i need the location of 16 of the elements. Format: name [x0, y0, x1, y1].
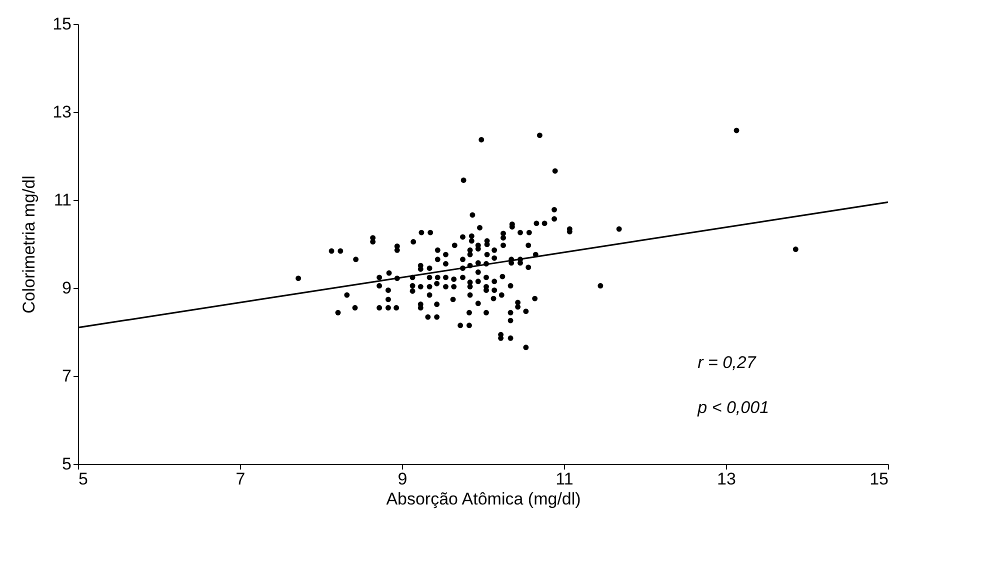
y-tick-label: 7	[62, 366, 72, 386]
x-tick-label: 13	[717, 470, 736, 488]
x-tick-label: 11	[556, 470, 574, 488]
y-tick-label: 13	[52, 102, 72, 122]
annotation: r = 0,27	[698, 352, 756, 372]
x-tick-label: 5	[78, 470, 88, 488]
y-tick-label: 11	[54, 190, 72, 210]
x-tick-label: 9	[398, 470, 408, 488]
y-tick-label: 9	[62, 278, 72, 298]
y-axis-title: Colorimetria mg/dl	[20, 176, 39, 314]
y-tick-label: 15	[52, 14, 72, 34]
y-tick-label: 5	[62, 454, 72, 474]
x-axis-title: Absorção Atômica (mg/dl)	[386, 490, 581, 508]
x-tick-label: 7	[236, 470, 246, 488]
x-tick-label: 15	[870, 470, 888, 488]
annotation: p < 0,001	[696, 398, 770, 417]
